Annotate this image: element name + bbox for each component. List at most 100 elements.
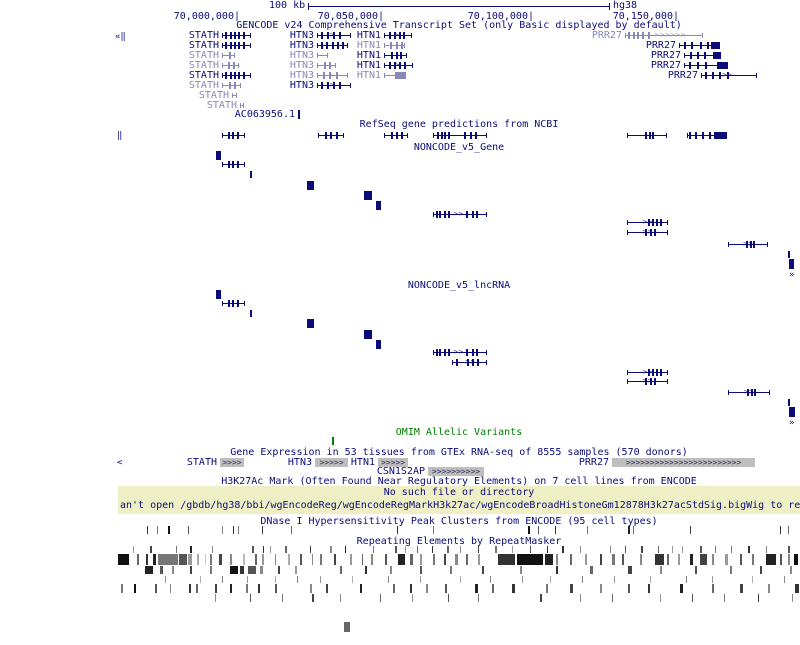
refseq-gene[interactable] (627, 132, 667, 139)
repeatmasker-tick[interactable] (412, 594, 413, 602)
gencode-gene-STATH[interactable] (222, 72, 251, 79)
gtex-item-STATH[interactable]: >>>> (220, 458, 244, 467)
repeatmasker-tick[interactable] (190, 566, 192, 574)
repeatmasker-tick[interactable] (690, 554, 693, 565)
repeatmasker-tick[interactable] (475, 584, 478, 593)
repeatmasker-tick[interactable] (200, 576, 201, 583)
noncode-gene-item[interactable] (789, 259, 794, 269)
repeatmasker-tick[interactable] (371, 554, 373, 565)
dnase-tick[interactable] (690, 526, 691, 534)
dnase-tick[interactable] (587, 526, 588, 534)
gencode-gene-HTN1[interactable] (384, 52, 407, 59)
repeatmasker-tick[interactable] (345, 546, 346, 553)
repeatmasker-tick[interactable] (262, 554, 264, 565)
repeatmasker-tick[interactable] (179, 554, 187, 565)
repeatmasker-tick[interactable] (365, 566, 367, 574)
repeatmasker-tick[interactable] (610, 546, 611, 553)
repeatmasker-tick[interactable] (146, 554, 148, 565)
repeatmasker-tick[interactable] (134, 584, 136, 593)
repeatmasker-tick[interactable] (788, 546, 790, 553)
repeatmasker-tick[interactable] (196, 584, 198, 593)
repeatmasker-tick[interactable] (612, 594, 613, 602)
noncode-lncrna-gene[interactable]: >> (728, 389, 770, 396)
repeatmasker-tick[interactable] (748, 546, 750, 553)
gencode-gene-STATH[interactable] (222, 52, 235, 59)
noncode-gene-gene[interactable]: >> (627, 229, 668, 236)
repeatmasker-tick[interactable] (246, 584, 248, 593)
repeatmasker-item[interactable] (344, 622, 350, 632)
repeatmasker-tick[interactable] (121, 584, 123, 593)
repeatmasker-tick[interactable] (240, 566, 244, 574)
gencode-clipped-item[interactable]: «‖ (115, 32, 126, 42)
repeatmasker-tick[interactable] (784, 576, 785, 583)
repeatmasker-tick[interactable] (350, 554, 352, 565)
repeatmasker-tick[interactable] (360, 584, 362, 593)
dnase-tick[interactable] (780, 526, 781, 534)
repeatmasker-tick[interactable] (288, 554, 290, 565)
gtex-item-PRR27[interactable]: >>>>>>>>>>>>>>>>>>>>>>>> (612, 458, 755, 467)
noncode-gene-gene[interactable]: >> (433, 211, 487, 218)
repeatmasker-tick[interactable] (189, 584, 191, 593)
repeatmasker-tick[interactable] (612, 554, 615, 565)
repeatmasker-tick[interactable] (545, 554, 553, 565)
omim-item[interactable] (332, 437, 334, 445)
repeatmasker-tick[interactable] (420, 566, 422, 574)
repeatmasker-tick[interactable] (444, 554, 446, 565)
repeatmasker-tick[interactable] (398, 554, 405, 565)
repeatmasker-tick[interactable] (393, 584, 395, 593)
repeatmasker-tick[interactable] (150, 546, 152, 553)
dnase-tick[interactable] (238, 526, 239, 534)
repeatmasker-tick[interactable] (450, 566, 452, 574)
repeatmasker-tick[interactable] (547, 546, 548, 553)
repeatmasker-tick[interactable] (482, 566, 484, 574)
noncode-lncrna-item[interactable] (250, 310, 252, 317)
repeatmasker-tick[interactable] (160, 566, 163, 574)
repeatmasker-tick[interactable] (550, 576, 551, 583)
repeatmasker-tick[interactable] (155, 584, 157, 593)
repeatmasker-tick[interactable] (512, 584, 515, 593)
gencode-gene-STATH[interactable] (222, 42, 251, 49)
repeatmasker-tick[interactable] (788, 554, 790, 565)
repeatmasker-tick[interactable] (695, 566, 697, 574)
gencode-gene-HTN3[interactable]: > (317, 32, 351, 39)
repeatmasker-tick[interactable] (278, 566, 280, 574)
repeatmasker-tick[interactable] (310, 546, 311, 553)
repeatmasker-tick[interactable] (433, 554, 435, 565)
repeatmasker-tick[interactable] (172, 566, 174, 574)
gencode-gene-STATH[interactable] (222, 32, 251, 39)
repeatmasker-tick[interactable] (410, 554, 413, 565)
repeatmasker-tick[interactable] (137, 554, 139, 565)
repeatmasker-tick[interactable] (460, 576, 461, 583)
repeatmasker-tick[interactable] (580, 546, 581, 553)
repeatmasker-tick[interactable] (478, 594, 479, 602)
noncode-gene-item[interactable] (307, 181, 314, 190)
repeatmasker-tick[interactable] (790, 566, 792, 574)
repeatmasker-tick[interactable] (312, 554, 313, 565)
repeatmasker-tick[interactable] (210, 566, 212, 574)
repeatmasker-tick[interactable] (680, 584, 683, 593)
noncode-lncrna-clipped-item[interactable]: » (789, 418, 795, 428)
gencode-gene-PRR27[interactable] (679, 42, 720, 49)
repeatmasker-tick[interactable] (522, 576, 523, 583)
repeatmasker-tick[interactable] (133, 546, 134, 553)
repeatmasker-tick[interactable] (326, 584, 328, 593)
dnase-tick[interactable] (538, 526, 539, 534)
dnase-tick[interactable] (157, 526, 158, 534)
repeatmasker-tick[interactable] (170, 584, 171, 593)
gtex-item-CSN1S2AP[interactable]: >>>>>>>>>> (428, 467, 484, 476)
repeatmasker-tick[interactable] (447, 546, 449, 553)
repeatmasker-tick[interactable] (628, 584, 630, 593)
noncode-lncrna-gene[interactable] (222, 300, 245, 307)
repeatmasker-tick[interactable] (230, 584, 232, 593)
repeatmasker-tick[interactable] (640, 554, 642, 565)
repeatmasker-tick[interactable] (230, 554, 232, 565)
repeatmasker-tick[interactable] (478, 554, 480, 565)
repeatmasker-tick[interactable] (660, 566, 662, 574)
repeatmasker-tick[interactable] (270, 546, 271, 553)
gtex-item-HTN3[interactable]: >>>>> (315, 458, 348, 467)
repeatmasker-tick[interactable] (295, 566, 297, 574)
repeatmasker-tick[interactable] (205, 554, 206, 565)
noncode-lncrna-item[interactable] (216, 290, 221, 299)
repeatmasker-tick[interactable] (780, 554, 782, 565)
repeatmasker-tick[interactable] (275, 576, 276, 583)
